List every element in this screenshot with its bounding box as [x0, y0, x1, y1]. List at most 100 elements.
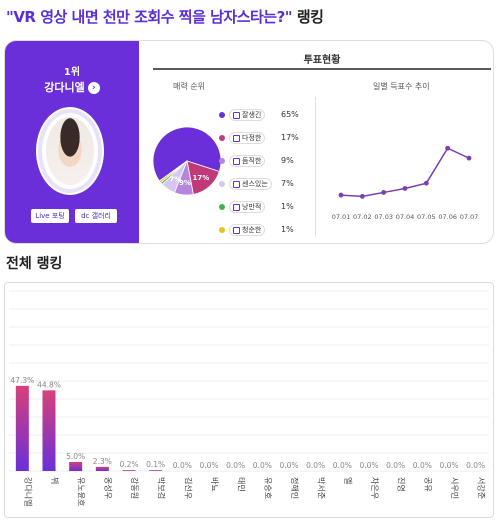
- bar-category-label-9: 유승호: [263, 477, 272, 499]
- daily-trend-label: 일별 득표수 추이: [373, 82, 430, 91]
- legend-value: 17%: [281, 133, 299, 142]
- vote-status-divider: [153, 68, 491, 70]
- legend-label: 센스있는: [229, 178, 272, 190]
- leader-name: 강다니엘: [44, 81, 85, 94]
- daily-point-0: [338, 192, 344, 198]
- bar-category-label-11: 박서준: [317, 477, 327, 499]
- charm-pie-chart: 17%9%7%: [152, 126, 222, 196]
- leader-photo-frame: [38, 109, 102, 193]
- page-title-main: "VR 영상 내면 천만 조회수 찍을 남자스타는?": [6, 8, 293, 26]
- daily-x-tick-1: 07.02: [353, 213, 372, 221]
- legend-value: 65%: [281, 110, 299, 119]
- bar-value-label-12: 0.0%: [333, 461, 352, 470]
- daily-x-tick-2: 07.03: [374, 213, 393, 221]
- vote-summary-card: 1위 강다니엘 › Live 포팅 dc 갤러리 투표현황 매력 순위 일별 득표…: [4, 40, 494, 244]
- leader-rank: 1위: [63, 67, 81, 78]
- charm-rank-label: 매력 순위: [173, 82, 205, 91]
- leader-photo: [46, 117, 94, 185]
- daily-point-4: [423, 180, 429, 186]
- bar-3[interactable]: [95, 466, 109, 471]
- bar-category-label-7: 바뇨: [210, 477, 220, 492]
- legend-value: 7%: [281, 179, 294, 188]
- vote-status-title: 투표현황: [303, 55, 341, 66]
- pie-slice-label-3: 7%: [169, 175, 181, 183]
- bar-value-label-16: 0.0%: [439, 461, 458, 470]
- bar-category-label-16: 시우민: [450, 477, 460, 499]
- daily-point-2: [381, 190, 387, 195]
- bar-category-label-1: 뷔: [50, 477, 59, 484]
- legend-value: 1%: [281, 202, 294, 211]
- bar-value-label-11: 0.0%: [306, 461, 325, 470]
- bar-category-label-15: 공유: [423, 477, 432, 492]
- daily-x-tick-4: 07.05: [417, 213, 436, 221]
- bar-0[interactable]: [15, 385, 29, 471]
- daily-x-tick-6: 07.07: [460, 213, 479, 221]
- legend-dot: [219, 204, 225, 210]
- daily-x-tick-5: 07.06: [438, 213, 457, 221]
- daily-point-1: [359, 194, 365, 199]
- bar-category-label-13: 차은우: [370, 477, 379, 499]
- page-title: "VR 영상 내면 천만 조회수 찍을 남자스타는?" 랭킹: [6, 6, 324, 27]
- legend-dot: [219, 227, 225, 233]
- bar-category-label-2: 유노윤호: [77, 477, 86, 506]
- daily-line-chart: 07.01 07.02 07.03 07.04 07.05 07.06 07.07: [332, 145, 479, 221]
- chevron-right-icon[interactable]: ›: [87, 82, 100, 94]
- legend-label: 다정한: [229, 132, 266, 144]
- bar-value-label-15: 0.0%: [413, 461, 432, 470]
- pie-slice-label-1: 17%: [193, 174, 210, 182]
- pie-slice-0: [152, 126, 222, 182]
- bar-value-label-10: 0.0%: [279, 461, 298, 470]
- bar-value-label-0: 47.3%: [10, 376, 34, 385]
- bar-value-label-13: 0.0%: [359, 461, 378, 470]
- leader-name-link[interactable]: 강다니엘 ›: [5, 79, 139, 95]
- daily-point-6: [466, 155, 472, 161]
- bar-5[interactable]: [149, 470, 163, 471]
- legend-label: 낭만적: [229, 201, 266, 213]
- leader-panel: 1위 강다니엘 › Live 포팅 dc 갤러리: [5, 41, 139, 243]
- legend-dot: [219, 135, 225, 141]
- legend-dot: [219, 112, 225, 118]
- bar-2[interactable]: [69, 462, 83, 471]
- daily-x-tick-0: 07.01: [332, 213, 351, 221]
- panel-divider: [315, 97, 316, 237]
- bar-category-label-14: 진영: [397, 477, 407, 492]
- legend-value: 9%: [281, 156, 294, 165]
- bar-value-label-14: 0.0%: [386, 461, 405, 470]
- bar-category-label-4: 강동원: [130, 477, 140, 499]
- bar-value-label-4: 0.2%: [119, 460, 138, 469]
- bar-value-label-2: 5.0%: [66, 452, 85, 461]
- bar-category-label-8: 태민: [237, 477, 247, 492]
- legend-label: 잘생긴: [229, 109, 266, 121]
- bar-value-label-7: 0.0%: [199, 461, 218, 470]
- bar-category-label-6: 김선우: [183, 477, 193, 499]
- bar-4[interactable]: [122, 470, 136, 471]
- dc-gallery-button[interactable]: dc 갤러리: [75, 209, 117, 223]
- pie-slice-5: [158, 160, 188, 184]
- bar-value-label-8: 0.0%: [226, 461, 245, 470]
- bar-category-label-10: 정해인: [290, 477, 300, 499]
- pie-slice-label-2: 9%: [179, 179, 191, 187]
- bar-value-label-3: 2.3%: [93, 457, 112, 466]
- page-title-suffix: 랭킹: [292, 8, 324, 26]
- daily-point-3: [402, 186, 408, 191]
- bar-value-label-6: 0.0%: [173, 461, 192, 470]
- bar-value-label-17: 0.0%: [466, 461, 485, 470]
- bar-value-label-5: 0.1%: [146, 460, 165, 469]
- legend-label: 청순한: [229, 224, 266, 236]
- overall-bar-chart: 47.3% 강다니엘 44.8% 뷔 5.0% 유노윤호 2.3% 옹성우 0.2% 강동원 0.1…: [9, 290, 489, 506]
- live-button[interactable]: Live 포팅: [31, 209, 69, 223]
- legend-dot: [219, 158, 225, 164]
- overall-ranking-title: 전체 랭킹: [6, 256, 63, 272]
- legend-dot: [219, 181, 225, 187]
- bar-category-label-17: 서강준: [477, 477, 487, 499]
- legend-label: 듬직한: [229, 155, 266, 167]
- bar-category-label-5: 박보검: [157, 477, 167, 499]
- bar-category-label-3: 옹성우: [103, 477, 112, 499]
- daily-x-tick-3: 07.04: [396, 213, 415, 221]
- overall-ranking-card: 47.3% 강다니엘 44.8% 뷔 5.0% 유노윤호 2.3% 옹성우 0.2% 강동원 0.1…: [4, 282, 494, 518]
- legend-value: 1%: [281, 225, 294, 234]
- bar-category-label-12: 엘: [343, 477, 353, 484]
- daily-point-5: [445, 145, 451, 151]
- bar-category-label-0: 강다니엘: [23, 477, 33, 506]
- bar-1[interactable]: [42, 390, 56, 471]
